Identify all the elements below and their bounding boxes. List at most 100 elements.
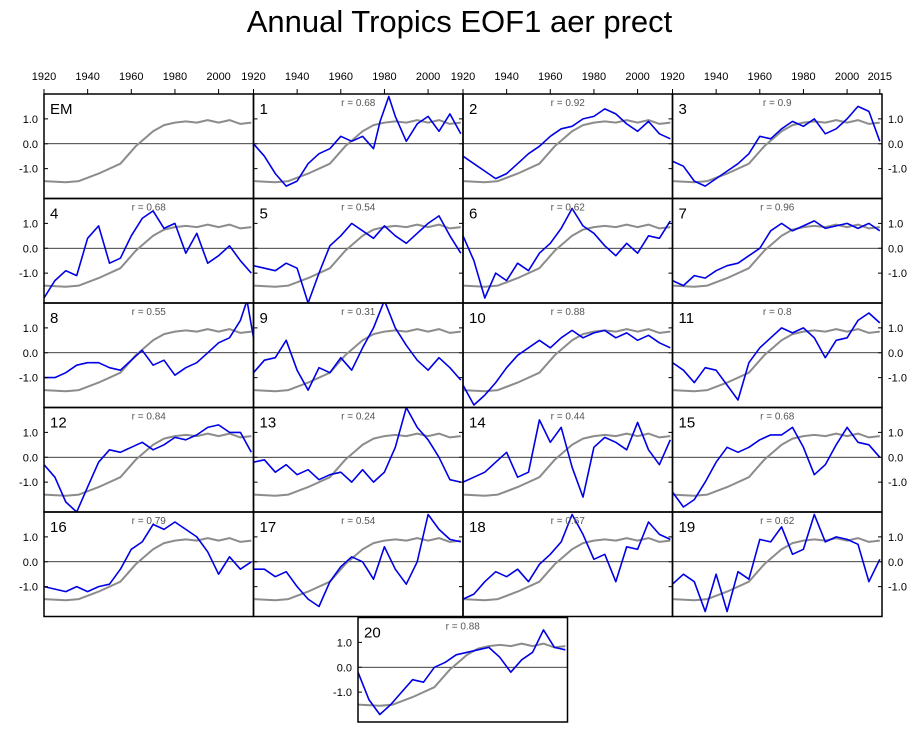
correlation-label: r = 0.68: [760, 412, 795, 423]
correlation-label: r = 0.96: [760, 203, 795, 214]
panel-frame: [462, 93, 674, 200]
member-line-9: [253, 303, 462, 391]
panel-frame: [43, 511, 255, 618]
panel-label: 4: [50, 206, 58, 223]
member-line-15: [672, 426, 881, 508]
ensemble-mean-line: [44, 119, 252, 184]
ensemble-mean-line: [463, 537, 671, 602]
ensemble-mean-line: [672, 432, 880, 497]
member-line-18: [463, 513, 671, 600]
panel-label: 9: [260, 310, 268, 327]
ensemble-mean-line: [44, 537, 252, 602]
x-tick-label: 1920: [451, 71, 475, 83]
ensemble-mean-line: [672, 119, 880, 184]
y-tick-label: 0.0: [888, 452, 903, 464]
ensemble-mean-line: [253, 537, 461, 602]
x-tick-label: 1980: [372, 71, 396, 83]
member-line-11: [672, 312, 881, 401]
y-tick-label: 0.0: [23, 243, 38, 255]
y-tick-label: -1.0: [888, 164, 907, 176]
y-tick-label: 1.0: [888, 427, 903, 439]
y-tick-label: -1.0: [888, 268, 907, 280]
panel-frame: [671, 197, 883, 304]
x-tick-label: 1980: [791, 71, 815, 83]
x-tick-label: 1980: [582, 71, 606, 83]
panel-frame: [671, 93, 883, 200]
y-tick-label: 1.0: [23, 114, 38, 126]
panel-label: 10: [469, 310, 486, 327]
panel-label: 19: [679, 519, 696, 536]
correlation-label: r = 0.68: [341, 98, 376, 109]
y-tick-label: 1.0: [23, 218, 38, 230]
panel-frame: [671, 302, 883, 409]
ensemble-mean-line: [253, 432, 461, 497]
member-line-3: [672, 105, 881, 187]
member-line-6: [463, 207, 671, 299]
member-line-8: [44, 303, 254, 379]
ensemble-mean-line: [463, 223, 671, 288]
x-tick-label: 2000: [206, 71, 230, 83]
ensemble-mean-line: [253, 119, 461, 184]
x-tick-label: 2015: [868, 71, 892, 83]
ensemble-mean-line: [672, 537, 880, 602]
chart-title: Annual Tropics EOF1 aer prect: [246, 4, 673, 39]
y-tick-label: 0.0: [888, 243, 903, 255]
correlation-label: r = 0.31: [341, 307, 376, 318]
ensemble-mean-line: [44, 432, 252, 497]
correlation-label: r = 0.88: [551, 307, 586, 318]
panel-frame: [252, 197, 464, 304]
member-line-10: [463, 329, 671, 406]
member-line-14: [463, 419, 672, 498]
panel-frame: [43, 406, 255, 513]
correlation-label: r = 0.24: [341, 412, 376, 423]
panel-label: EM: [50, 101, 73, 118]
ensemble-mean-line: [672, 328, 880, 393]
panel-label: 3: [679, 101, 687, 118]
panel-label: 11: [679, 310, 695, 327]
panel-frame: [357, 616, 569, 723]
ensemble-mean-line: [44, 223, 252, 288]
correlation-label: r = 0.54: [341, 516, 376, 527]
panel-label: 5: [260, 206, 268, 223]
member-line-20: [358, 629, 566, 716]
panel-label: 13: [260, 415, 277, 432]
member-line-2: [463, 108, 671, 180]
panel-frame: [252, 406, 464, 513]
panel-frame: [671, 406, 883, 513]
ensemble-mean-line: [44, 328, 252, 393]
correlation-label: r = 0.92: [551, 98, 586, 109]
member-line-13: [253, 407, 461, 483]
x-tick-label: 2000: [835, 71, 859, 83]
correlation-label: r = 0.84: [132, 412, 167, 423]
panel-label: 8: [50, 310, 58, 327]
y-tick-label: 0.0: [888, 139, 903, 151]
correlation-label: r = 0.68: [132, 203, 167, 214]
y-tick-label: 1.0: [23, 427, 38, 439]
y-tick-label: 1.0: [23, 323, 38, 335]
panel-frame: [43, 93, 255, 200]
x-tick-label: 1960: [329, 71, 353, 83]
ensemble-mean-line: [463, 328, 671, 393]
correlation-label: r = 0.67: [551, 516, 586, 527]
y-tick-label: -1.0: [19, 164, 38, 176]
panel-label: 20: [364, 625, 381, 642]
panel-label: 17: [260, 519, 277, 536]
ensemble-mean-line: [463, 119, 671, 184]
panel-label: 16: [50, 519, 67, 536]
y-tick-label: 1.0: [888, 323, 903, 335]
y-tick-label: 0.0: [888, 557, 903, 569]
panel-frame: [462, 511, 674, 618]
panel-label: 12: [50, 415, 67, 432]
correlation-label: r = 0.79: [132, 516, 167, 527]
y-tick-label: 0.0: [888, 348, 903, 360]
y-tick-label: -1.0: [19, 268, 38, 280]
correlation-label: r = 0.54: [341, 203, 376, 214]
panel-label: 1: [260, 101, 268, 118]
correlation-label: r = 0.55: [132, 307, 167, 318]
y-tick-label: -1.0: [19, 582, 38, 594]
panel-label: 2: [469, 101, 477, 118]
y-tick-label: 1.0: [888, 532, 903, 544]
y-tick-label: 0.0: [23, 557, 38, 569]
correlation-label: r = 0.88: [446, 622, 481, 633]
y-tick-label: 0.0: [337, 662, 352, 674]
